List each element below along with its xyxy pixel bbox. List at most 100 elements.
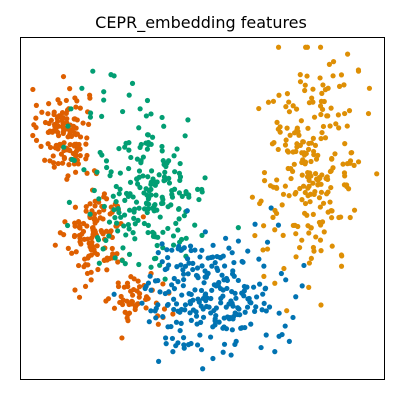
scatter-point bbox=[113, 183, 119, 190]
scatter-point bbox=[193, 272, 200, 279]
scatter-point bbox=[173, 220, 179, 226]
scatter-point bbox=[69, 250, 75, 256]
scatter-point bbox=[281, 265, 287, 272]
scatter-point bbox=[310, 180, 316, 186]
scatter-point bbox=[148, 186, 154, 192]
scatter-point bbox=[80, 220, 87, 227]
scatter-point bbox=[153, 179, 159, 185]
scatter-point bbox=[126, 165, 132, 172]
scatter-point bbox=[287, 132, 293, 138]
scatter-point bbox=[142, 285, 148, 292]
scatter-point bbox=[144, 146, 150, 152]
scatter-point bbox=[126, 147, 132, 153]
scatter-point bbox=[297, 72, 303, 78]
scatter-point bbox=[297, 142, 303, 148]
scatter-point bbox=[261, 300, 267, 307]
scatter-point bbox=[149, 205, 156, 211]
scatter-point bbox=[159, 259, 165, 265]
scatter-point bbox=[55, 160, 61, 167]
scatter-point bbox=[312, 142, 319, 149]
scatter-point bbox=[110, 193, 116, 199]
scatter-point bbox=[39, 109, 45, 115]
scatter-point bbox=[213, 313, 219, 319]
scatter-point bbox=[72, 169, 79, 175]
scatter-point bbox=[116, 145, 122, 152]
scatter-point bbox=[175, 227, 181, 233]
scatter-point bbox=[214, 253, 220, 260]
chart-title: CEPR_embedding features bbox=[95, 13, 307, 33]
scatter-point bbox=[342, 110, 348, 117]
scatter-point bbox=[83, 141, 89, 147]
scatter-point bbox=[193, 313, 200, 319]
scatter-point bbox=[143, 305, 149, 311]
scatter-point bbox=[274, 119, 280, 125]
scatter-point bbox=[166, 175, 172, 181]
scatter-point bbox=[173, 301, 180, 307]
scatter-point bbox=[340, 161, 346, 167]
scatter-point bbox=[245, 248, 251, 254]
scatter-point bbox=[330, 59, 337, 65]
scatter-point bbox=[160, 158, 166, 164]
scatter-point bbox=[111, 305, 118, 311]
scatter-point bbox=[77, 153, 83, 159]
scatter-point bbox=[176, 170, 183, 176]
scatter-point bbox=[233, 295, 239, 301]
scatter-point bbox=[291, 161, 297, 167]
scatter-point bbox=[336, 214, 342, 221]
scatter-point bbox=[310, 86, 316, 92]
scatter-point bbox=[317, 204, 323, 210]
scatter-point bbox=[305, 185, 311, 191]
scatter-point bbox=[302, 87, 308, 94]
scatter-point bbox=[282, 323, 288, 329]
scatter-point bbox=[190, 266, 196, 273]
scatter-point bbox=[293, 294, 299, 300]
scatter-point bbox=[45, 111, 51, 117]
scatter-point bbox=[161, 178, 167, 184]
scatter-point bbox=[89, 239, 95, 245]
scatter-point bbox=[235, 305, 241, 311]
scatter-point bbox=[276, 92, 282, 98]
scatter-point bbox=[265, 99, 272, 105]
scatter-point bbox=[166, 289, 172, 295]
scatter-point bbox=[133, 199, 140, 205]
scatter-point bbox=[292, 222, 298, 228]
scatter-point bbox=[261, 273, 267, 279]
scatter-point bbox=[230, 303, 236, 309]
scatter-point bbox=[145, 132, 151, 138]
scatter-point bbox=[317, 75, 323, 81]
scatter-point bbox=[101, 97, 107, 103]
scatter-point bbox=[50, 160, 57, 166]
scatter-point bbox=[264, 239, 271, 245]
scatter-point bbox=[299, 283, 305, 289]
scatter-point bbox=[170, 242, 177, 248]
scatter-point bbox=[71, 157, 77, 164]
scatter-point bbox=[129, 292, 136, 298]
scatter-point bbox=[305, 223, 311, 229]
scatter-point bbox=[256, 256, 262, 262]
scatter-point bbox=[307, 199, 313, 205]
scatter-point bbox=[101, 257, 107, 263]
scatter-point bbox=[94, 169, 100, 175]
scatter-point bbox=[203, 274, 209, 280]
scatter-point bbox=[53, 143, 60, 150]
scatter-point bbox=[306, 284, 312, 290]
scatter-point bbox=[119, 335, 125, 341]
scatter-point bbox=[136, 205, 142, 211]
scatter-point bbox=[119, 257, 125, 264]
scatter-point bbox=[260, 247, 266, 253]
scatter-point bbox=[293, 189, 299, 196]
scatter-point bbox=[235, 225, 241, 231]
scatter-point bbox=[80, 120, 86, 126]
scatter-point bbox=[159, 194, 165, 200]
scatter-point bbox=[344, 123, 350, 129]
scatter-point bbox=[46, 101, 52, 107]
scatter-point bbox=[165, 324, 171, 330]
scatter-point bbox=[221, 277, 227, 283]
scatter-point bbox=[166, 180, 173, 186]
scatter-point bbox=[306, 260, 312, 266]
scatter-point bbox=[297, 79, 304, 85]
scatter-point bbox=[169, 335, 176, 342]
scatter-point bbox=[284, 308, 290, 314]
scatter-point bbox=[67, 142, 73, 148]
scatter-point bbox=[261, 263, 267, 269]
